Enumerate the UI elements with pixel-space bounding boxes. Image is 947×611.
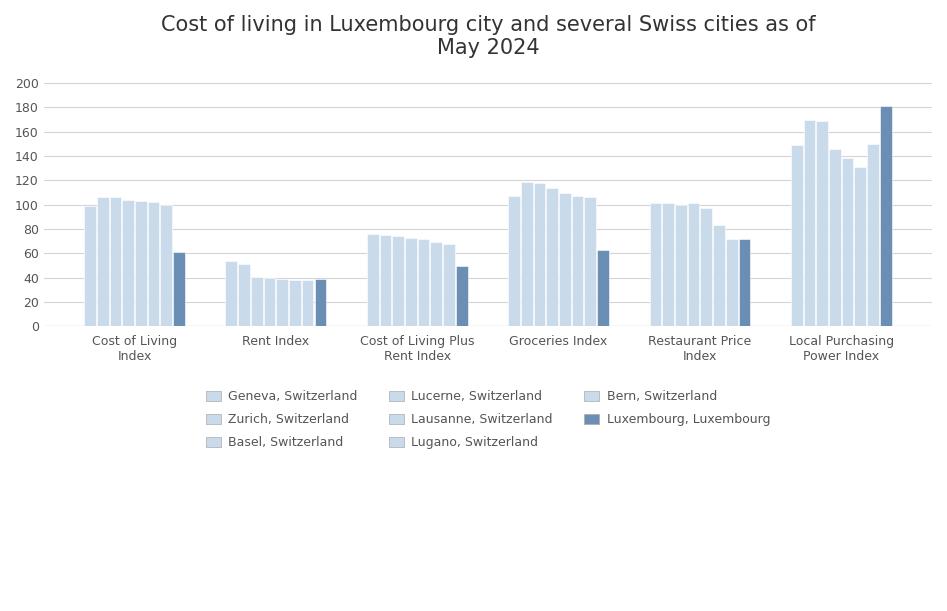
Bar <box>418 239 429 326</box>
Bar <box>122 200 134 326</box>
Bar <box>225 261 237 326</box>
Bar <box>559 192 571 326</box>
Bar <box>239 265 250 326</box>
Bar <box>650 203 661 326</box>
Bar <box>688 203 700 326</box>
Bar <box>829 148 841 326</box>
Bar <box>533 183 545 326</box>
Bar <box>263 278 276 326</box>
Bar <box>366 234 379 326</box>
Bar <box>572 196 583 326</box>
Bar <box>675 205 687 326</box>
Bar <box>546 188 558 326</box>
Bar <box>251 277 262 326</box>
Bar <box>456 266 468 326</box>
Bar <box>148 202 159 326</box>
Bar <box>431 243 442 326</box>
Bar <box>392 236 404 326</box>
Bar <box>662 203 674 326</box>
Bar <box>713 225 724 326</box>
Bar <box>804 120 815 326</box>
Title: Cost of living in Luxembourg city and several Swiss cities as of
May 2024: Cost of living in Luxembourg city and se… <box>161 15 815 58</box>
Bar <box>521 181 532 326</box>
Bar <box>867 144 879 326</box>
Bar <box>302 280 313 326</box>
Bar <box>314 279 326 326</box>
Bar <box>443 244 455 326</box>
Bar <box>110 197 121 326</box>
Bar <box>584 197 597 326</box>
Bar <box>854 167 867 326</box>
Bar <box>725 239 738 326</box>
Bar <box>701 208 712 326</box>
Bar <box>277 279 288 326</box>
Bar <box>380 235 391 326</box>
Bar <box>289 280 301 326</box>
Bar <box>160 205 172 326</box>
Bar <box>509 196 520 326</box>
Bar <box>97 197 109 326</box>
Bar <box>739 239 750 326</box>
Bar <box>880 106 892 326</box>
Bar <box>135 201 147 326</box>
Legend: Geneva, Switzerland, Zurich, Switzerland, Basel, Switzerland, Lucerne, Switzerla: Geneva, Switzerland, Zurich, Switzerland… <box>200 384 777 455</box>
Bar <box>842 158 853 326</box>
Bar <box>84 206 96 326</box>
Bar <box>405 238 417 326</box>
Bar <box>791 145 802 326</box>
Bar <box>816 121 828 326</box>
Bar <box>598 250 609 326</box>
Bar <box>173 252 185 326</box>
